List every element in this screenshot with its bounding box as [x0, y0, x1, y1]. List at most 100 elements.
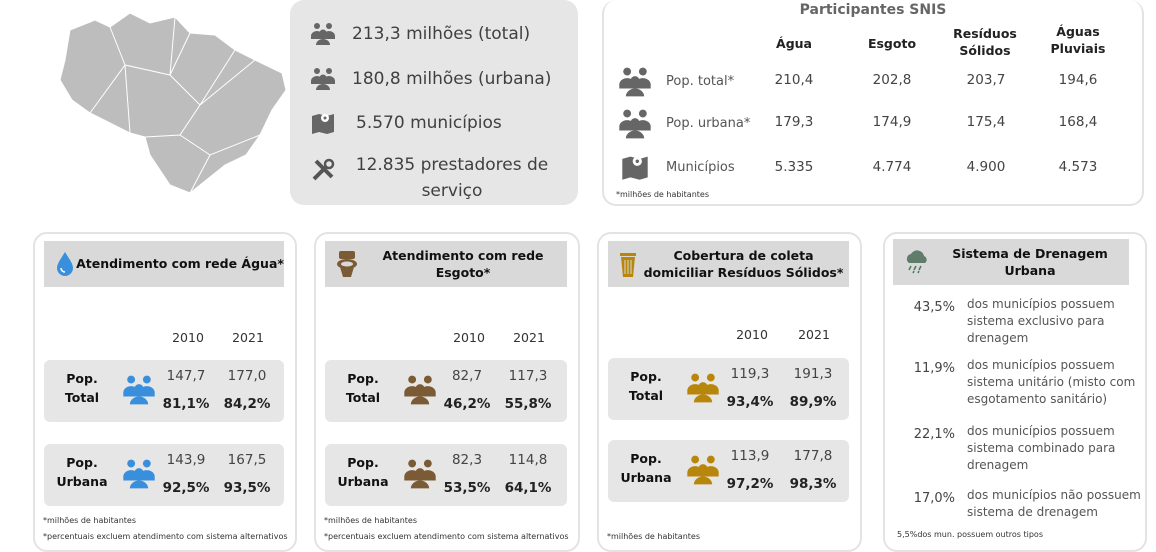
trash-bin-icon: [620, 253, 636, 277]
people-icon: [687, 455, 719, 485]
value: 177,8: [793, 448, 833, 464]
cell: 4.774: [872, 159, 912, 175]
cell: 5.335: [774, 159, 814, 175]
cell: 4.573: [1058, 159, 1098, 175]
row-total: Pop. Total 82,7 117,3 46,2% 55,8%: [325, 360, 567, 422]
percent: 93,4%: [726, 394, 774, 410]
value: 119,3: [730, 366, 770, 382]
drainage-text: dos municípios não possuem sistema de dr…: [967, 488, 1141, 519]
card-header: Sistema de Drenagem Urbana: [893, 239, 1129, 285]
rain-cloud-icon: [906, 250, 927, 274]
water-card: Atendimento com rede Água* 2010 2021 Pop…: [33, 232, 297, 552]
year: 2021: [513, 330, 545, 345]
card-header: Atendimento com rede Água*: [44, 241, 284, 287]
row-urban: Pop. Urbana 82,3 114,8 53,5% 64,1%: [325, 444, 567, 506]
row-label: Pop. Total: [64, 371, 100, 405]
cell: 203,7: [966, 72, 1006, 88]
card-header: Cobertura de coleta domiciliar Resíduos …: [608, 241, 849, 287]
waste-card: Cobertura de coleta domiciliar Resíduos …: [597, 232, 862, 552]
people-icon: [123, 375, 155, 405]
percent: 98,3%: [789, 476, 837, 492]
footnote: *milhões de habitantes: [616, 190, 709, 199]
cell: 210,4: [774, 72, 814, 88]
drainage-text: dos municípios possuem sistema exclusivo…: [967, 297, 1115, 345]
year: 2021: [232, 330, 264, 345]
drainage-text: dos municípios possuem sistema combinado…: [967, 424, 1116, 472]
footnote: *milhões de habitantes: [43, 516, 136, 525]
year: 2010: [453, 330, 485, 345]
column-header: Esgoto: [867, 36, 917, 51]
value: 177,0: [227, 368, 267, 384]
summary-panel: 213,3 milhões (total) 180,8 milhões (urb…: [290, 0, 578, 205]
row-label: Municípios: [666, 160, 735, 175]
percent: 84,2%: [223, 396, 271, 412]
summary-text: 5.570 municípios: [356, 113, 502, 133]
year: 2021: [798, 327, 830, 342]
percent: 55,8%: [504, 396, 552, 412]
value: 82,7: [451, 368, 483, 384]
percent: 53,5%: [443, 480, 491, 496]
people-icon: [404, 375, 436, 405]
row-total: Pop. Total 119,3 191,3 93,4% 89,9%: [608, 358, 849, 420]
row-total: Pop. Total 147,7 177,0 81,1% 84,2%: [44, 360, 284, 422]
row-label: Pop. Urbana: [56, 455, 108, 489]
drainage-percent: 17,0%: [913, 491, 955, 506]
value: 143,9: [166, 452, 206, 468]
percent: 89,9%: [789, 394, 837, 410]
footnote: *milhões de habitantes: [607, 532, 700, 541]
footnote: 5,5%dos mun. possuem outros tipos: [897, 530, 1043, 539]
drainage-text: dos municípios possuem sistema unitário …: [967, 358, 1136, 406]
card-title: Cobertura de coleta domiciliar Resíduos …: [643, 247, 844, 281]
drainage-percent: 43,5%: [913, 300, 955, 315]
cell: 179,3: [774, 114, 814, 130]
percent: 46,2%: [443, 396, 491, 412]
cell: 174,9: [872, 114, 912, 130]
value: 147,7: [166, 368, 206, 384]
people-icon: [687, 373, 719, 403]
value: 113,9: [730, 448, 770, 464]
card-title: Atendimento com rede Água*: [76, 256, 284, 272]
value: 117,3: [508, 368, 548, 384]
column-header: Águas Pluviais: [1050, 24, 1106, 56]
people-icon: [404, 459, 436, 489]
card-title: Sistema de Drenagem Urbana: [952, 245, 1108, 279]
percent: 81,1%: [162, 396, 210, 412]
people-icon: [619, 67, 651, 97]
summary-municipalities: 5.570 municípios: [310, 110, 502, 136]
water-drop-icon: [57, 252, 73, 276]
value: 191,3: [793, 366, 833, 382]
map-pin-icon: [622, 156, 648, 180]
drainage-percent: 22,1%: [913, 427, 955, 442]
footnote: *percentuais excluem atendimento com sis…: [324, 532, 569, 541]
brazil-map: [59, 12, 287, 194]
summary-text: 213,3 milhões (total): [352, 24, 531, 44]
card-title: Atendimento com rede Esgoto*: [382, 247, 544, 281]
value: 82,3: [451, 452, 483, 468]
cell: 168,4: [1058, 114, 1098, 130]
row-urban: Pop. Urbana 113,9 177,8 97,2% 98,3%: [608, 440, 849, 502]
cell: 4.900: [966, 159, 1006, 175]
people-icon: [311, 23, 335, 45]
map-pin-icon: [312, 114, 334, 134]
percent: 64,1%: [504, 480, 552, 496]
cell: 202,8: [872, 72, 912, 88]
row-label: Pop. urbana*: [666, 116, 751, 131]
year: 2010: [172, 330, 204, 345]
row-label: Pop. Total: [345, 371, 381, 405]
row-label: Pop. Urbana: [620, 451, 672, 485]
sewage-card: Atendimento com rede Esgoto* 2010 2021 P…: [314, 232, 580, 552]
summary-text: 12.835 prestadores de serviço: [355, 155, 549, 201]
percent: 97,2%: [726, 476, 774, 492]
year: 2010: [736, 327, 768, 342]
row-label: Pop. Urbana: [337, 455, 389, 489]
snis-title: Participantes SNIS: [799, 2, 947, 18]
footnote: *milhões de habitantes: [324, 516, 417, 525]
tools-icon: [312, 158, 335, 181]
drainage-card: Sistema de Drenagem Urbana 43,5% dos mun…: [883, 232, 1147, 552]
value: 114,8: [508, 452, 548, 468]
cell: 194,6: [1058, 72, 1098, 88]
percent: 93,5%: [223, 480, 271, 496]
summary-text: 180,8 milhões (urbana): [352, 69, 552, 89]
summary-total-population: 213,3 milhões (total): [310, 22, 530, 46]
summary-providers: 12.835 prestadores de serviço: [310, 153, 552, 204]
